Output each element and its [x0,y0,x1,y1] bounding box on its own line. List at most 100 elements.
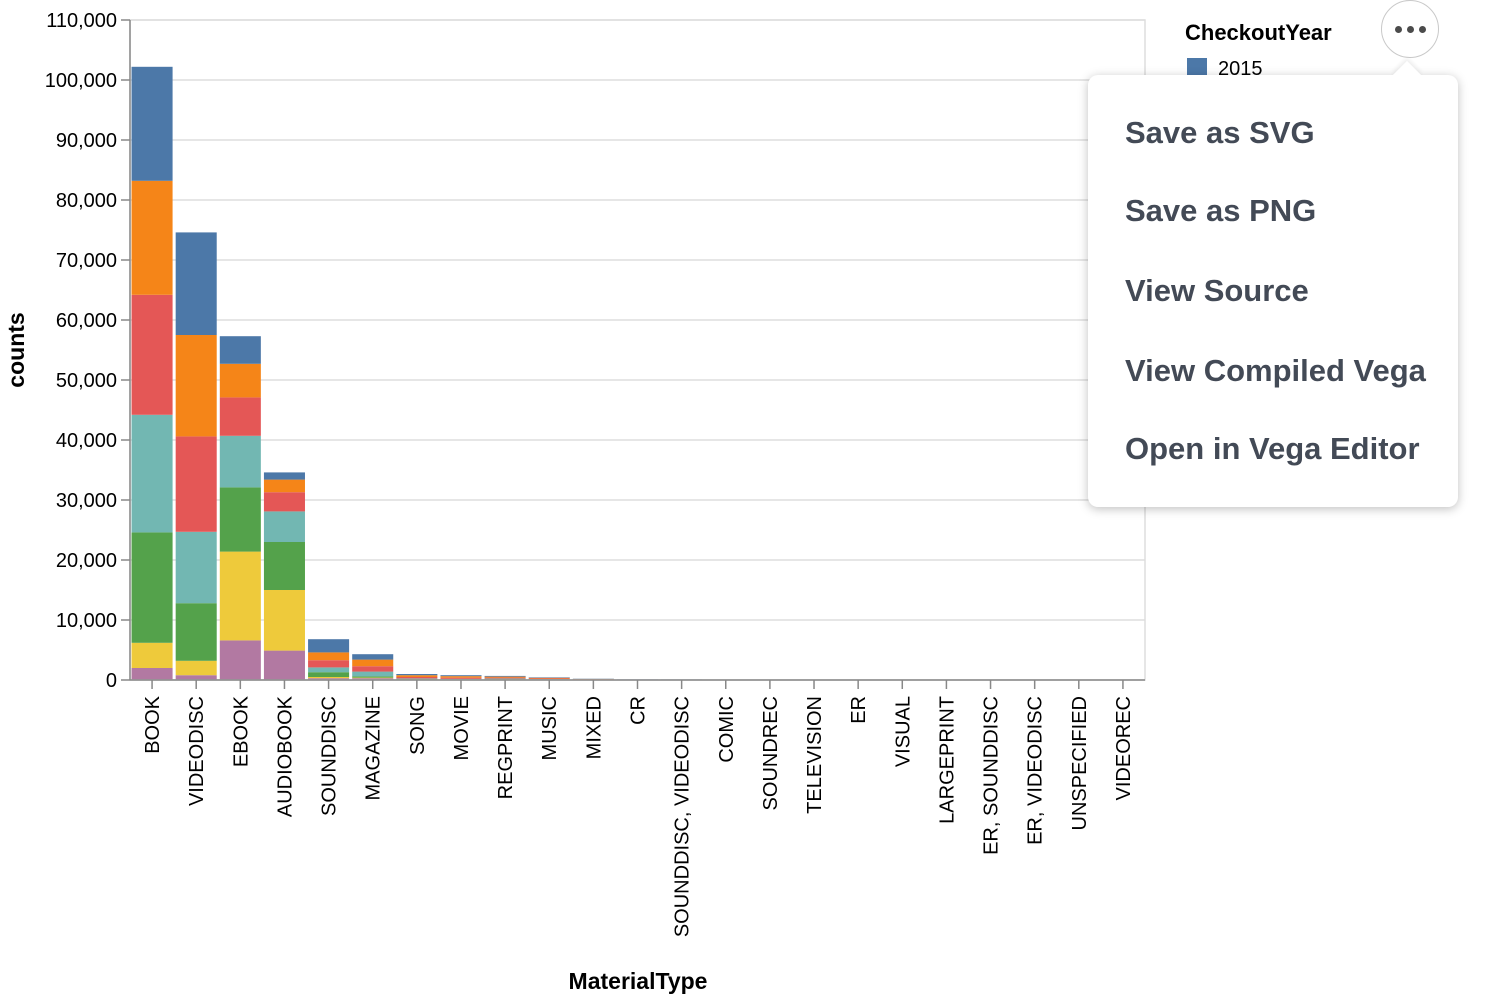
bar-stack [175,232,217,680]
x-tick-label: VISUAL [892,696,914,767]
bar-segment [308,652,350,661]
bar-segment [484,676,526,678]
bar-segment [263,472,305,480]
bar-segment [484,677,526,679]
actions-menu-button[interactable] [1381,0,1439,58]
bar-segment [175,436,217,532]
y-tick-label: 20,000 [56,550,117,572]
bar-segment [352,677,394,679]
bar-segment [219,487,261,552]
bar-segment [131,532,173,643]
bar-segment [352,671,394,677]
bar-segment [440,677,482,679]
bar-segment [175,232,217,335]
bar-segment [131,668,173,680]
x-tick-label: MUSIC [539,696,561,760]
open-vega-editor-menu-item[interactable]: Open in Vega Editor [1125,431,1420,466]
y-tick-label: 40,000 [56,430,117,452]
x-tick-label: MIXED [583,696,605,759]
bar-segment [352,659,394,667]
y-tick-label: 80,000 [56,190,117,212]
bar-segment [131,66,173,181]
bar-stack [352,654,394,680]
bar-segment [308,667,350,673]
legend-swatch [1187,58,1207,76]
bar-segment [263,479,305,493]
y-axis-title: counts [3,312,29,387]
bar-stack [308,639,350,680]
bar-stack [219,336,261,680]
bar-segment [219,551,261,641]
bar-segment [308,677,350,679]
y-tick-label: 50,000 [56,370,117,392]
y-tick-label: 110,000 [46,10,117,32]
bar-stack [131,66,173,680]
view-compiled-vega-menu-item[interactable]: View Compiled Vega [1125,353,1426,388]
bar-segment [219,336,261,364]
bar-segment [352,678,394,680]
x-tick-label: SOUNDDISC [319,696,341,816]
x-tick-label: ER [848,696,870,724]
bar-segment [396,675,438,677]
y-tick-label: 30,000 [56,490,117,512]
bar-segment [528,678,570,680]
x-tick-label: VIDEODISC [186,696,208,806]
bar-segment [131,414,173,533]
bar-segment [219,435,261,488]
bar-segment [352,676,394,678]
bar-segment [263,590,305,651]
y-tick-label: 90,000 [56,130,117,152]
bar-segment [396,674,438,676]
x-axis-title: MaterialType [569,968,708,994]
menu-dot [1394,25,1402,33]
bar-segment [175,660,217,676]
bar-stack [396,674,438,680]
x-tick-label: CR [628,696,650,725]
bar-segment [440,676,482,678]
bar-stacks [131,66,1144,680]
bar-segment [308,672,350,677]
x-tick-label: UNSPECIFIED [1069,696,1091,830]
x-tick-label: SONG [407,696,429,755]
bar-segment [219,640,261,680]
x-tick-label: TELEVISION [804,696,826,814]
menu-dot [1418,25,1426,33]
save-png-menu-item[interactable]: Save as PNG [1125,193,1317,228]
x-tick-label: SOUNDDISC, VIDEODISC [672,696,694,937]
bar-segment [263,650,305,680]
bar-segment [175,603,217,661]
save-svg-menu-item[interactable]: Save as SVG [1125,115,1315,150]
bar-segment [175,531,217,604]
bar-segment [263,542,305,590]
y-tick-label: 0 [106,670,117,692]
menu-dot [1406,25,1414,33]
legend: CheckoutYear 2015 [1185,20,1332,80]
bar-segment [219,363,261,398]
bar-segment [352,666,394,672]
bar-segment [175,675,217,680]
x-tick-label: MOVIE [451,696,473,760]
x-tick-label: EBOOK [230,695,252,767]
bar-segment [263,511,305,542]
bar-segment [131,642,173,668]
x-tick-label: BOOK [142,695,164,753]
x-tick-label: COMIC [716,696,738,763]
bar-segment [308,678,350,680]
view-source-menu-item[interactable]: View Source [1125,273,1309,308]
bar-segment [352,654,394,660]
bar-segment [440,675,482,677]
bar-segment [484,675,526,677]
x-tick-label: AUDIOBOOK [274,695,296,817]
bar-segment [219,397,261,436]
x-tick-label: ER, SOUNDDISC [981,696,1003,855]
y-tick-label: 70,000 [56,250,117,272]
x-axis-ticks: BOOK VIDEODISC EBOOK AUDIOBOOK SOUNDDISC MAGA… [142,680,1135,937]
bar-segment [396,677,438,679]
x-tick-label: MAGAZINE [363,696,385,800]
y-axis-ticks: 0 10,000 20,000 30,000 40,000 50,000 60,000 70,… [45,10,130,692]
y-tick-label: 60,000 [56,310,117,332]
x-tick-label: ER, VIDEODISC [1025,696,1047,845]
bar-segment [263,492,305,512]
legend-title: CheckoutYear [1185,20,1332,45]
